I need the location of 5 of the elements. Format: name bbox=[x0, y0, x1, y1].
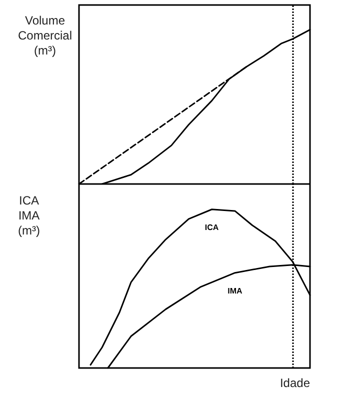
y-axis-title: ICA IMA (m³) bbox=[18, 194, 40, 238]
series-label: ICA bbox=[204, 222, 219, 232]
series-label: IMA bbox=[228, 286, 242, 296]
y-axis-title: Volume Comercial (m³) bbox=[18, 14, 72, 58]
x-axis-title: Idade bbox=[280, 376, 310, 390]
